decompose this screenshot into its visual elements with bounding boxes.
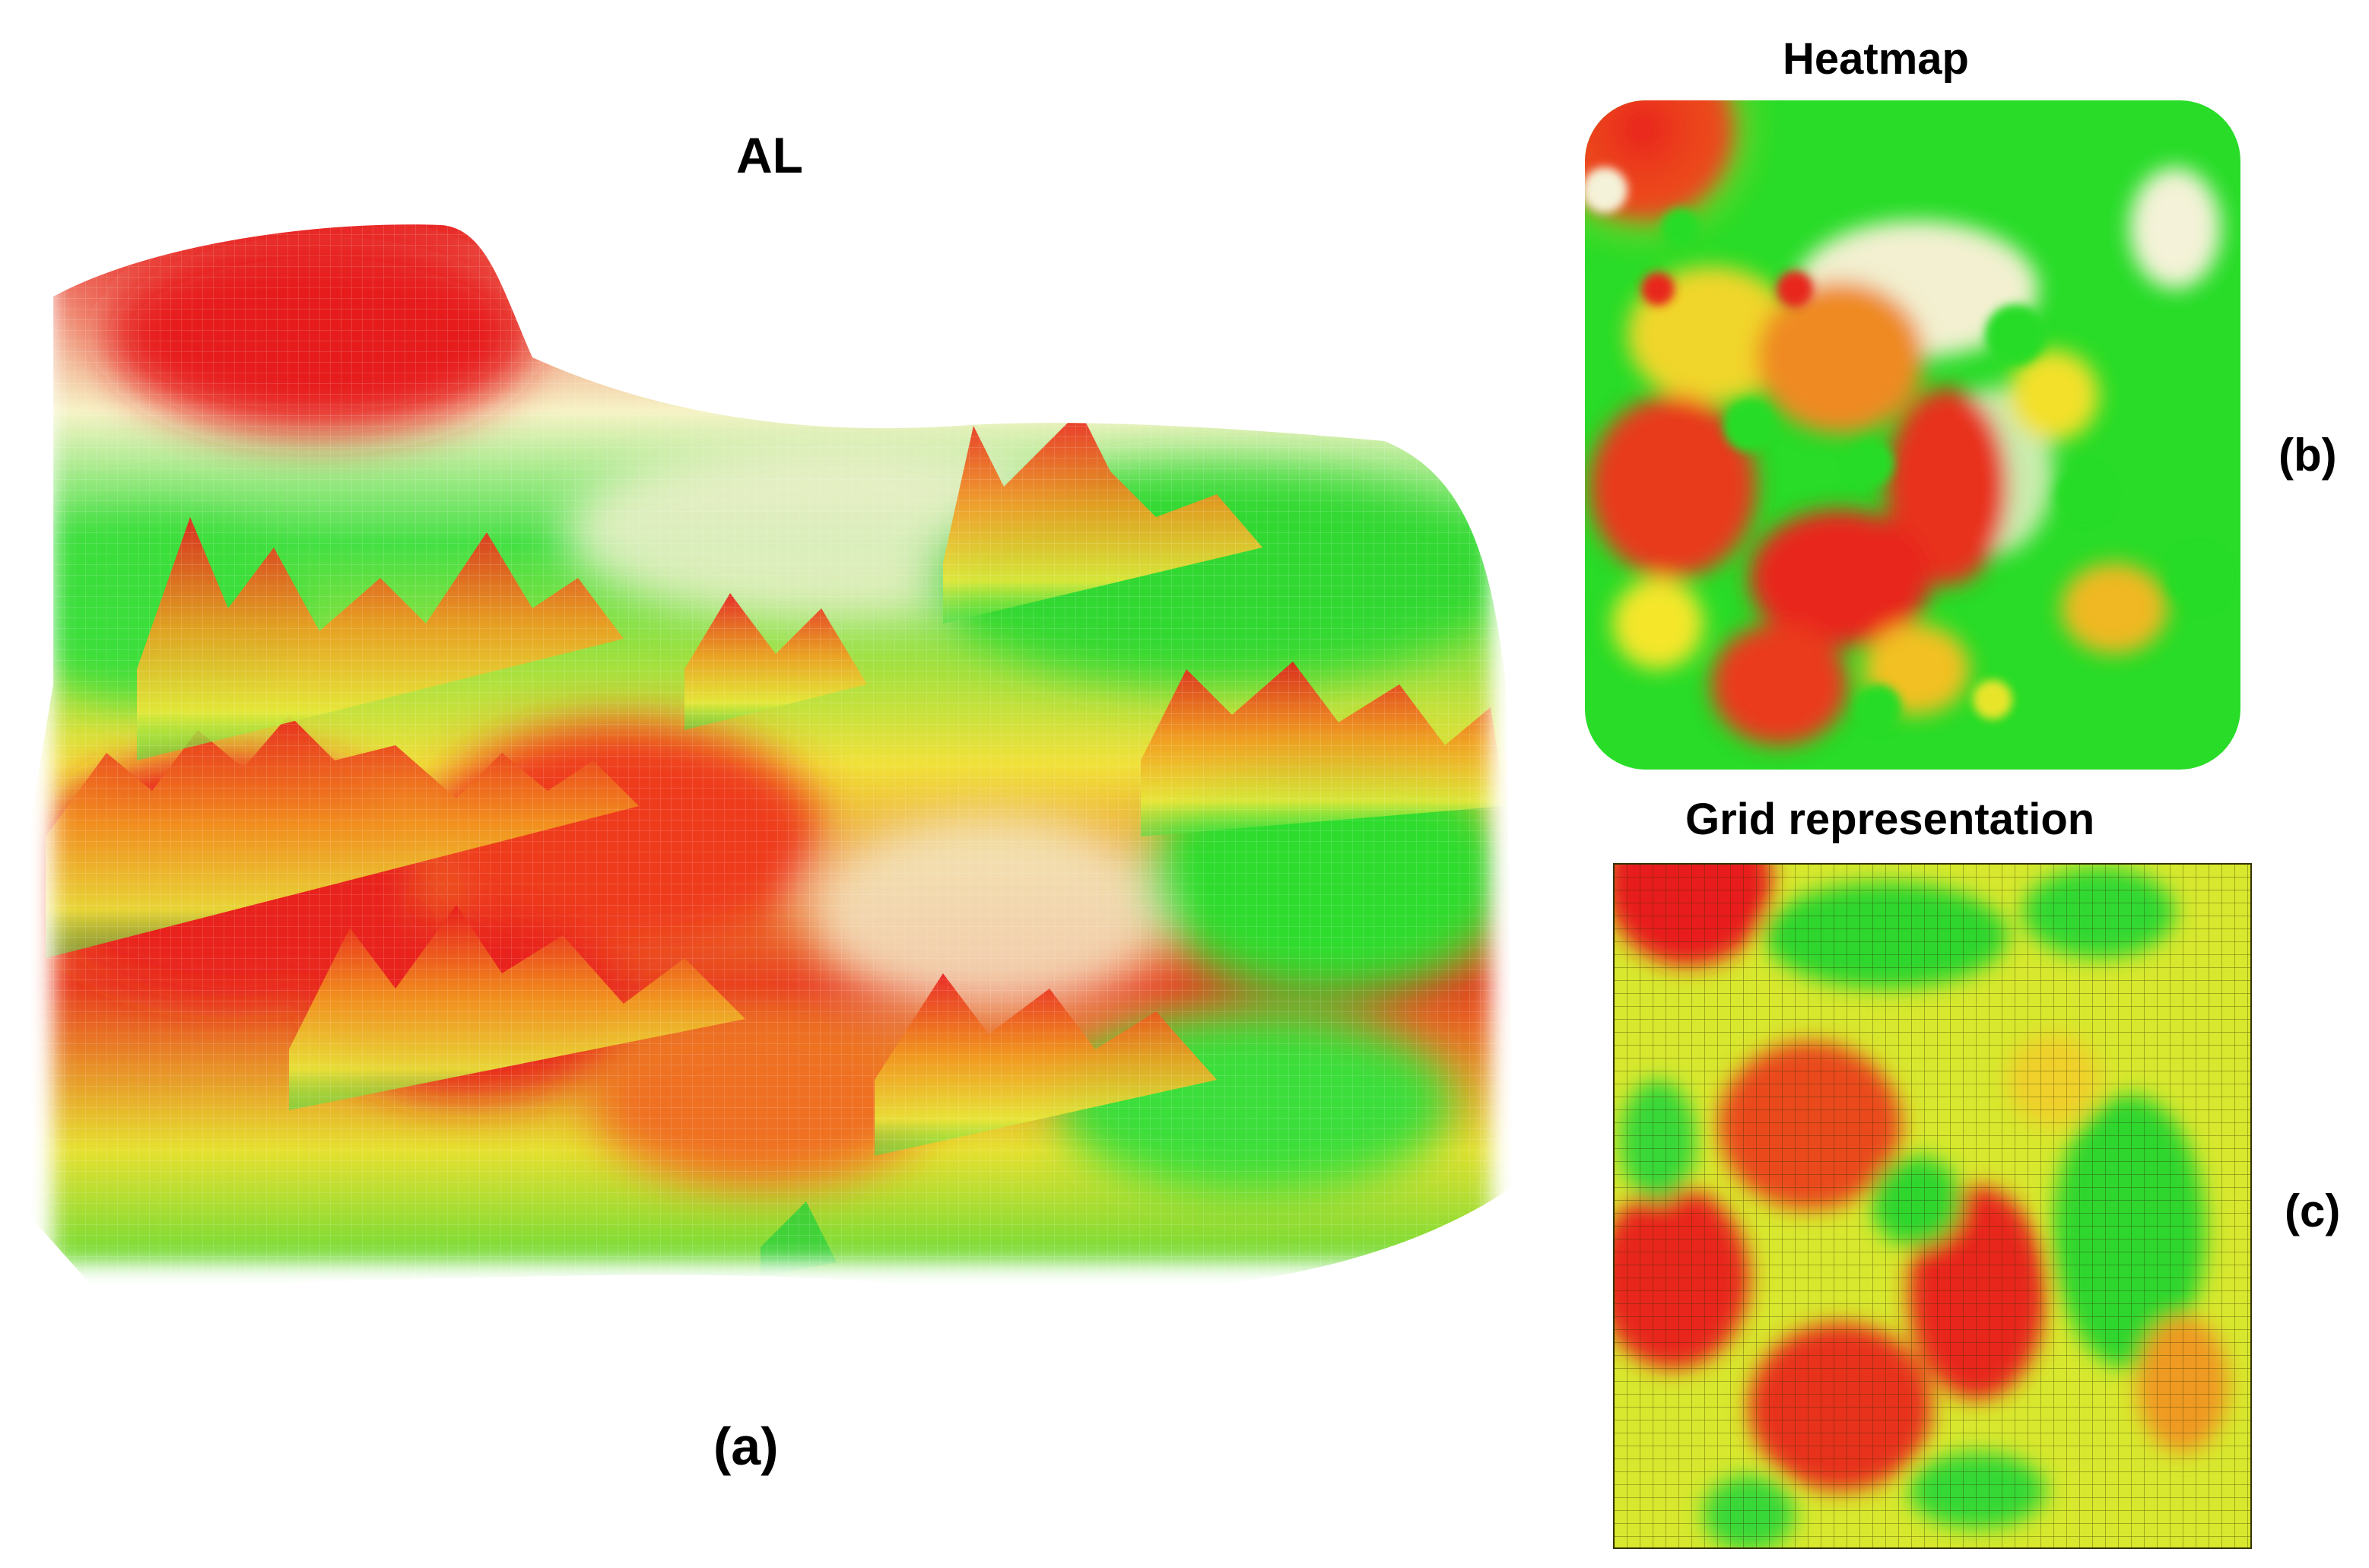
surface-plot [0, 224, 1551, 1316]
panel-c-caption: (c) [2285, 1186, 2341, 1236]
panel-a-title: AL [736, 127, 803, 183]
panel-b-caption: (b) [2278, 430, 2337, 481]
heatmap [1585, 100, 2240, 770]
panel-a-caption: (a) [713, 1417, 779, 1476]
panel-c-title: Grid representation [1685, 795, 2095, 844]
grid-representation [1613, 863, 2252, 1549]
panel-b-title: Heatmap [1783, 34, 1969, 84]
